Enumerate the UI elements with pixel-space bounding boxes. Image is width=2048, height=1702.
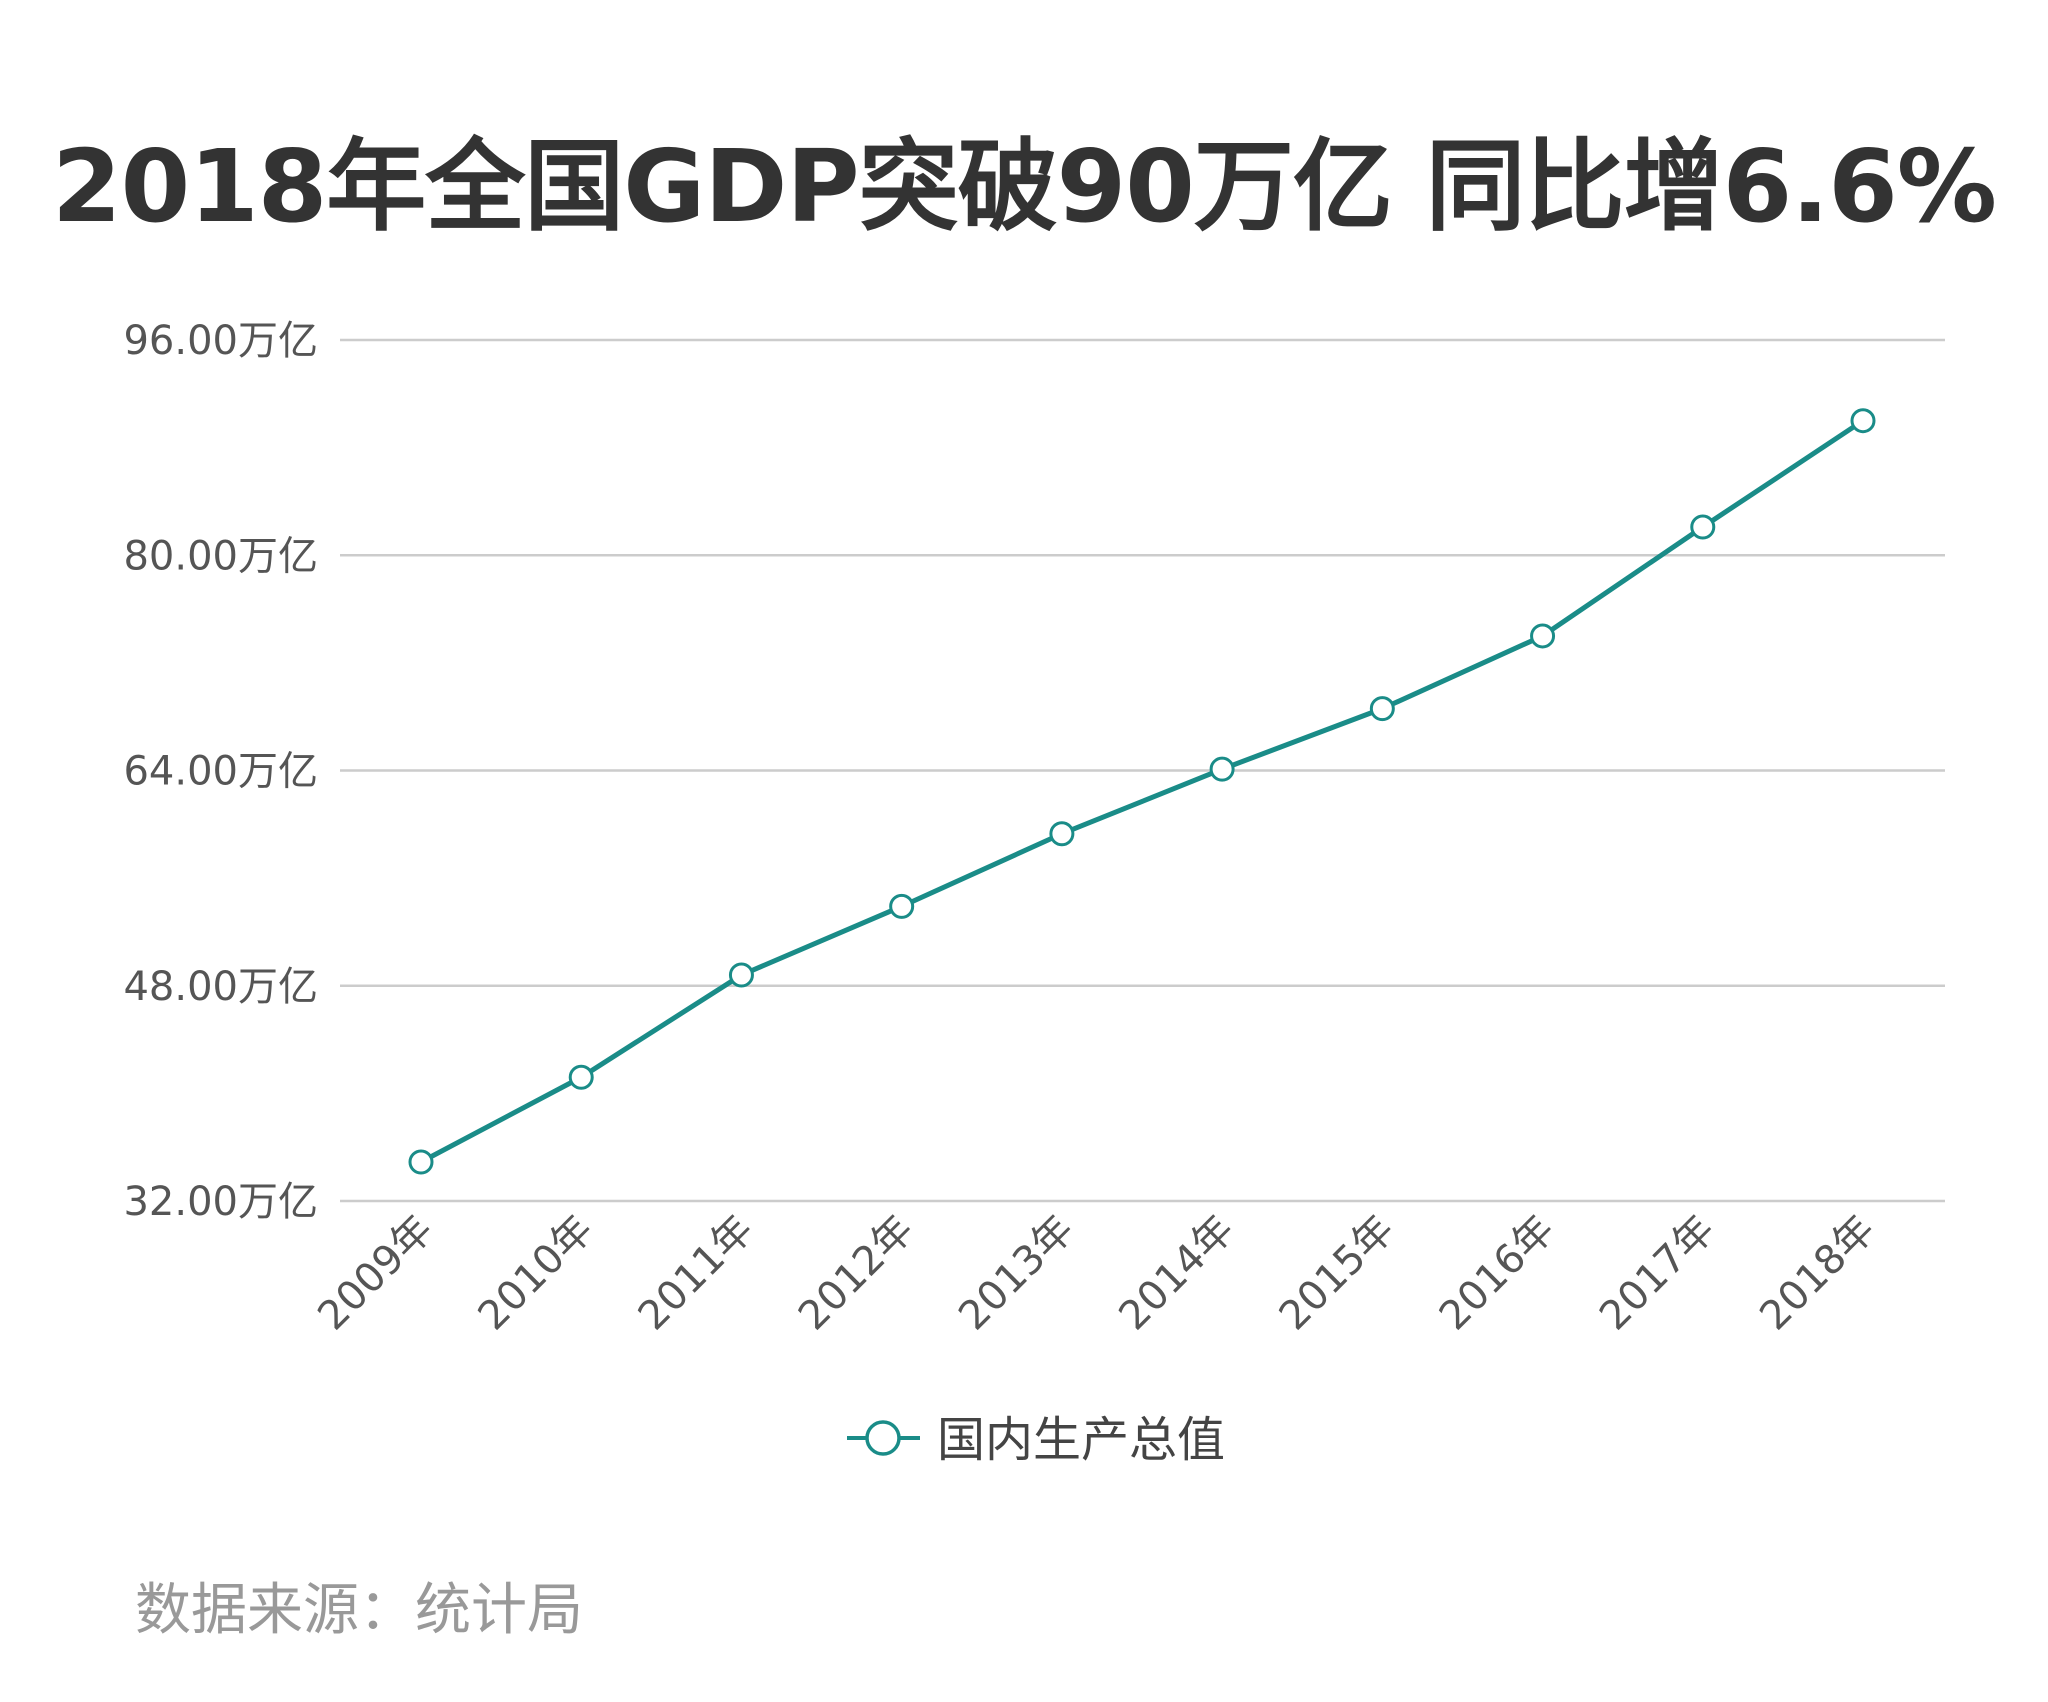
legend-marker xyxy=(865,1420,901,1456)
data-point xyxy=(568,1064,594,1090)
data-point xyxy=(1690,514,1716,540)
x-tick-label: 2009年 xyxy=(309,1207,442,1340)
x-tick-label: 2013年 xyxy=(950,1207,1083,1340)
data-point xyxy=(1049,821,1075,847)
series-line xyxy=(419,418,1865,1165)
data-point xyxy=(1209,756,1235,782)
source-note: 数据来源：统计局 xyxy=(135,1578,583,1643)
data-point xyxy=(1530,623,1556,649)
x-tick-label: 2010年 xyxy=(470,1207,603,1340)
data-point xyxy=(1369,696,1395,722)
y-tick-label: 80.00万亿 xyxy=(123,533,318,579)
data-point xyxy=(1850,408,1876,434)
y-tick-label: 96.00万亿 xyxy=(123,318,318,364)
y-tick-label: 48.00万亿 xyxy=(123,964,318,1010)
data-point xyxy=(889,893,915,919)
x-tick-label: 2018年 xyxy=(1751,1207,1884,1340)
x-tick-label: 2012年 xyxy=(790,1207,923,1340)
x-tick-label: 2017年 xyxy=(1591,1207,1724,1340)
legend-label: 国内生产总值 xyxy=(937,1412,1225,1468)
x-tick-label: 2015年 xyxy=(1271,1207,1404,1340)
chart-title: 2018年全国GDP突破90万亿 同比增6.6% xyxy=(51,128,1997,245)
x-tick-label: 2014年 xyxy=(1110,1207,1243,1340)
x-tick-label: 2011年 xyxy=(630,1207,763,1340)
y-tick-label: 64.00万亿 xyxy=(123,749,318,795)
data-point xyxy=(408,1149,434,1175)
x-tick-label: 2016年 xyxy=(1431,1207,1564,1340)
y-tick-label: 32.00万亿 xyxy=(123,1179,318,1225)
data-point xyxy=(728,962,754,988)
